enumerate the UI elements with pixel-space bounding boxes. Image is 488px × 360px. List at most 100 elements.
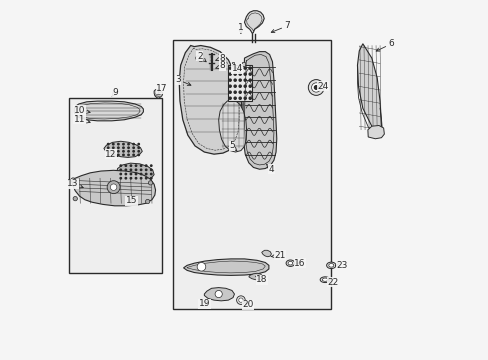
Circle shape	[239, 73, 241, 75]
Text: 8: 8	[216, 62, 224, 71]
Text: 19: 19	[198, 299, 210, 308]
Circle shape	[118, 143, 119, 145]
Circle shape	[135, 173, 137, 175]
Circle shape	[118, 150, 119, 152]
Circle shape	[127, 147, 129, 148]
Circle shape	[150, 173, 152, 175]
Circle shape	[125, 177, 126, 179]
Text: 11: 11	[74, 114, 90, 123]
Circle shape	[133, 147, 134, 148]
Circle shape	[228, 79, 231, 81]
Bar	[242, 62, 244, 66]
Circle shape	[133, 150, 134, 152]
Text: 18: 18	[255, 275, 267, 284]
Text: 17: 17	[156, 84, 167, 94]
Circle shape	[112, 147, 114, 148]
Circle shape	[112, 143, 114, 145]
Circle shape	[145, 173, 146, 175]
Circle shape	[73, 197, 77, 201]
Circle shape	[125, 173, 126, 175]
Circle shape	[239, 67, 241, 69]
Circle shape	[140, 173, 142, 175]
Circle shape	[120, 169, 121, 171]
Text: 5: 5	[228, 141, 237, 151]
Circle shape	[228, 85, 231, 87]
Bar	[227, 65, 252, 101]
Circle shape	[107, 181, 120, 194]
Text: 2: 2	[197, 52, 206, 62]
Circle shape	[122, 143, 124, 145]
Circle shape	[150, 177, 152, 179]
Circle shape	[138, 150, 139, 152]
Circle shape	[122, 154, 124, 156]
Circle shape	[138, 154, 139, 156]
Circle shape	[107, 143, 109, 145]
Circle shape	[112, 154, 114, 156]
Text: 22: 22	[326, 278, 338, 287]
Text: 24: 24	[316, 82, 327, 91]
Circle shape	[130, 173, 131, 175]
Circle shape	[195, 56, 200, 60]
Circle shape	[122, 147, 124, 148]
Circle shape	[107, 147, 109, 148]
Circle shape	[138, 147, 139, 148]
Circle shape	[118, 147, 119, 148]
Circle shape	[135, 169, 137, 171]
Circle shape	[138, 143, 139, 145]
Circle shape	[238, 298, 243, 302]
Circle shape	[239, 85, 241, 87]
Circle shape	[244, 73, 246, 75]
Circle shape	[120, 177, 121, 179]
Circle shape	[107, 154, 109, 156]
Ellipse shape	[287, 261, 292, 265]
Circle shape	[140, 177, 142, 179]
Circle shape	[120, 165, 121, 166]
Ellipse shape	[285, 260, 294, 266]
Circle shape	[239, 79, 241, 81]
Circle shape	[122, 150, 124, 152]
Circle shape	[311, 83, 320, 92]
Circle shape	[107, 150, 109, 152]
Circle shape	[249, 91, 251, 93]
Circle shape	[130, 169, 131, 171]
Circle shape	[228, 73, 231, 75]
Circle shape	[71, 178, 75, 182]
Circle shape	[249, 85, 251, 87]
Circle shape	[198, 57, 203, 62]
Bar	[69, 98, 162, 273]
Circle shape	[308, 80, 324, 95]
Circle shape	[236, 296, 244, 305]
Circle shape	[228, 67, 231, 69]
Bar	[172, 40, 330, 309]
PathPatch shape	[117, 163, 154, 181]
Text: 7: 7	[271, 21, 290, 33]
PathPatch shape	[248, 273, 262, 280]
PathPatch shape	[104, 141, 142, 157]
Circle shape	[249, 67, 251, 69]
PathPatch shape	[179, 45, 241, 154]
Circle shape	[215, 291, 222, 298]
PathPatch shape	[357, 44, 381, 132]
Circle shape	[125, 169, 126, 171]
Circle shape	[249, 73, 251, 75]
Text: 6: 6	[375, 39, 394, 51]
Circle shape	[234, 73, 236, 75]
Ellipse shape	[320, 277, 329, 283]
PathPatch shape	[183, 259, 268, 275]
Circle shape	[140, 169, 142, 171]
Text: 20: 20	[242, 300, 253, 309]
Circle shape	[228, 91, 231, 93]
Text: 12: 12	[105, 150, 117, 159]
Text: 14: 14	[231, 64, 243, 74]
Circle shape	[112, 150, 114, 152]
PathPatch shape	[204, 288, 234, 301]
Circle shape	[130, 165, 131, 166]
Text: 4: 4	[265, 164, 274, 174]
Circle shape	[234, 97, 236, 99]
Circle shape	[244, 91, 246, 93]
PathPatch shape	[154, 90, 163, 98]
Circle shape	[244, 67, 246, 69]
PathPatch shape	[261, 250, 271, 257]
Circle shape	[150, 169, 152, 171]
Ellipse shape	[322, 278, 327, 281]
